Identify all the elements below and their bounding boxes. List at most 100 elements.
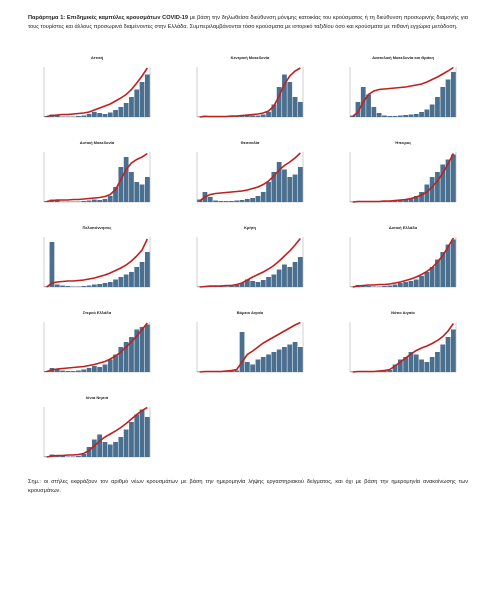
bar <box>397 359 403 372</box>
bar <box>65 201 71 202</box>
chart-title: Ανατολική Μακεδονία και Θράκη <box>372 55 434 60</box>
bar <box>276 87 282 117</box>
chart-title: Δυτική Μακεδονία <box>80 140 115 145</box>
bar <box>60 285 65 287</box>
bar <box>292 262 298 287</box>
bar <box>408 114 414 117</box>
bar <box>113 110 118 117</box>
bar <box>97 367 103 372</box>
bar <box>355 102 361 117</box>
bar <box>376 286 382 287</box>
bar <box>97 434 103 457</box>
bar <box>413 196 419 202</box>
bar <box>123 103 129 117</box>
bar <box>102 364 108 372</box>
bar <box>81 286 87 287</box>
bar <box>144 324 150 372</box>
bar <box>387 116 393 117</box>
bar <box>234 285 240 287</box>
header-label: Παράρτημα 1: <box>28 15 66 21</box>
bar <box>76 201 81 202</box>
bar <box>282 169 287 202</box>
bar <box>260 114 266 117</box>
bar <box>440 252 446 287</box>
footer: Σημ.: οι στήλες εκφράζουν τον αριθμό νέω… <box>28 479 468 494</box>
bar <box>76 116 81 117</box>
bar <box>297 257 303 287</box>
bar <box>276 162 282 202</box>
bar <box>424 109 430 117</box>
bar <box>297 347 303 372</box>
bar <box>429 177 435 202</box>
bar <box>218 201 224 202</box>
bar <box>292 342 298 372</box>
bar <box>134 182 140 202</box>
bar <box>129 172 134 202</box>
bar <box>403 282 409 287</box>
bar <box>123 274 129 287</box>
bar <box>60 370 65 372</box>
bar <box>144 417 150 457</box>
bar <box>408 352 414 372</box>
bar <box>65 371 71 372</box>
bar <box>244 279 250 287</box>
header: Παράρτημα 1: Επιδημικές καμπύλες κρουσμά… <box>28 14 468 32</box>
bar <box>244 115 250 117</box>
bar <box>139 262 145 287</box>
bar <box>366 286 371 287</box>
bar <box>129 422 134 457</box>
bar <box>287 82 293 117</box>
bar <box>102 199 108 202</box>
cumulative-line <box>199 237 301 288</box>
bar <box>54 369 60 372</box>
cumulative-line <box>352 323 455 373</box>
bar <box>91 112 97 117</box>
cumulative-line <box>199 321 301 373</box>
bar <box>102 114 108 117</box>
bar <box>65 456 71 457</box>
bar <box>250 281 256 287</box>
bar <box>107 112 113 117</box>
bar <box>81 201 87 202</box>
bar <box>403 115 409 117</box>
bar <box>54 284 60 287</box>
bar <box>250 198 256 202</box>
bar <box>435 352 440 372</box>
bar <box>139 82 145 117</box>
bar <box>397 283 403 287</box>
bar <box>123 157 129 202</box>
bar <box>435 259 440 287</box>
bar <box>223 286 229 287</box>
bar <box>255 282 261 287</box>
cumulative-line <box>46 238 149 288</box>
bar <box>271 172 277 202</box>
cumulative-line <box>352 237 455 288</box>
bar <box>435 172 440 202</box>
bar <box>70 201 76 202</box>
bar <box>271 352 277 372</box>
bar <box>287 344 293 372</box>
bar <box>60 201 65 202</box>
bar <box>244 362 250 372</box>
bar <box>70 371 76 372</box>
bar <box>144 74 150 117</box>
bar <box>65 286 71 287</box>
bar <box>86 114 92 117</box>
bar <box>397 115 403 117</box>
bar <box>60 456 65 457</box>
bar <box>287 177 293 202</box>
bar <box>97 113 103 117</box>
bar <box>450 72 456 117</box>
bar <box>429 104 435 117</box>
bar <box>81 115 87 117</box>
bar <box>113 279 118 287</box>
cumulative-line <box>46 322 148 373</box>
bar <box>65 116 71 117</box>
bar <box>366 94 371 117</box>
bar <box>445 244 451 287</box>
bar <box>382 115 387 117</box>
chart-title: Κρήτη <box>244 225 257 230</box>
bar <box>49 242 55 287</box>
